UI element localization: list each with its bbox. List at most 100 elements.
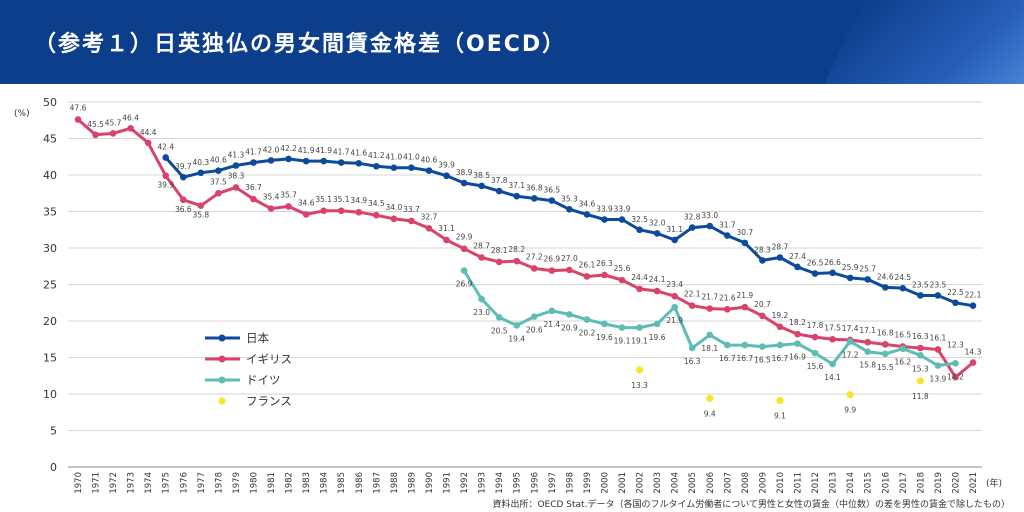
- data-label-0: 33.9: [596, 205, 613, 214]
- data-point-2: [759, 343, 766, 350]
- data-label-2: 18.1: [701, 344, 718, 353]
- y-tick-label: 25: [43, 279, 57, 292]
- data-label-0: 35.3: [561, 194, 578, 203]
- data-point-0: [794, 263, 801, 271]
- data-point-2: [934, 362, 942, 369]
- data-label-1: 35.4: [263, 193, 280, 202]
- data-label-1: 17.8: [807, 321, 824, 330]
- data-label-2: 20.2: [579, 329, 596, 338]
- data-label-0: 36.8: [526, 183, 543, 192]
- y-tick-label: 50: [43, 96, 57, 109]
- x-tick-label: 2008: [741, 472, 751, 494]
- data-label-1: 21.6: [719, 293, 736, 302]
- data-point-3: [635, 366, 644, 374]
- data-point-0: [337, 159, 345, 166]
- data-label-1: 26.1: [579, 260, 596, 269]
- x-tick-label: 2011: [794, 472, 804, 494]
- data-label-1: 32.7: [421, 212, 438, 221]
- x-tick-label: 1978: [214, 472, 224, 494]
- x-tick-label: 1994: [495, 472, 505, 494]
- data-point-1: [706, 305, 714, 312]
- x-tick-label: 1986: [355, 472, 365, 494]
- data-point-1: [759, 312, 766, 320]
- data-point-2: [566, 311, 573, 318]
- data-label-0: 25.7: [859, 264, 876, 273]
- x-tick-label: 2005: [688, 472, 698, 494]
- data-point-1: [74, 116, 82, 123]
- data-label-1: 28.2: [508, 245, 525, 254]
- y-tick-label: 35: [43, 206, 57, 219]
- x-tick-label: 1991: [443, 472, 453, 494]
- x-tick-label: 2007: [723, 472, 733, 494]
- data-point-2: [829, 360, 836, 368]
- data-point-0: [618, 216, 626, 223]
- data-label-2: 16.7: [719, 354, 736, 363]
- data-point-0: [548, 197, 556, 204]
- x-tick-label: 2018: [916, 472, 926, 494]
- legend-swatch-marker: [218, 355, 226, 363]
- x-tick-label: 1980: [249, 472, 259, 494]
- legend-label: ドイツ: [246, 373, 281, 387]
- data-point-2: [583, 316, 591, 323]
- x-tick-label: 2021: [969, 472, 979, 494]
- data-label-3: 9.9: [844, 406, 856, 415]
- data-label-0: 32.5: [631, 215, 648, 224]
- data-label-2: 15.6: [807, 362, 824, 371]
- data-point-1: [881, 341, 889, 348]
- legend-swatch-marker: [218, 397, 226, 405]
- x-tick-label: 1979: [232, 472, 242, 494]
- data-point-1: [127, 124, 134, 132]
- data-label-1: 22.1: [684, 290, 701, 299]
- data-label-1: 19.2: [772, 311, 789, 320]
- data-label-1: 44.4: [140, 128, 157, 137]
- data-label-2: 15.3: [912, 364, 929, 373]
- data-point-2: [618, 324, 626, 331]
- data-label-0: 41.6: [350, 148, 367, 157]
- y-tick-label: 20: [43, 315, 57, 328]
- data-label-0: 41.3: [228, 151, 245, 160]
- data-point-0: [917, 292, 924, 299]
- data-label-0: 39.7: [175, 162, 192, 171]
- data-point-2: [636, 324, 643, 331]
- data-label-1: 16.3: [912, 332, 929, 341]
- data-point-0: [759, 257, 766, 264]
- data-point-1: [355, 208, 363, 216]
- x-unit-label: (年): [986, 477, 1002, 489]
- data-point-1: [583, 273, 591, 280]
- data-point-1: [653, 287, 661, 295]
- data-point-0: [724, 232, 731, 239]
- data-point-2: [653, 320, 661, 328]
- x-tick-label: 1988: [390, 472, 400, 494]
- data-point-0: [934, 292, 942, 299]
- data-label-3: 9.4: [704, 409, 716, 418]
- data-label-0: 31.1: [666, 225, 683, 234]
- data-point-2: [864, 348, 872, 355]
- data-point-2: [706, 331, 714, 339]
- data-point-0: [741, 239, 749, 247]
- data-point-0: [373, 162, 380, 170]
- data-label-1: 24.1: [649, 275, 666, 284]
- x-tick-label: 2000: [600, 472, 610, 494]
- x-tick-label: 1973: [127, 472, 137, 494]
- data-label-1: 33.7: [403, 205, 420, 214]
- x-tick-label: 1970: [74, 472, 84, 494]
- x-tick-label: 1984: [320, 472, 330, 494]
- data-point-0: [846, 274, 854, 282]
- x-tick-label: 1981: [267, 472, 277, 494]
- data-label-0: 39.9: [438, 161, 455, 170]
- x-tick-label: 1977: [197, 472, 207, 494]
- x-tick-label: 1989: [407, 472, 417, 494]
- data-label-1: 46.4: [122, 113, 139, 122]
- x-tick-label: 1974: [144, 472, 154, 494]
- data-point-1: [513, 257, 521, 265]
- data-point-0: [513, 192, 521, 200]
- x-tick-label: 2012: [811, 472, 821, 494]
- data-label-0: 24.6: [877, 272, 894, 281]
- data-point-1: [636, 285, 643, 293]
- x-tick-label: 1997: [548, 472, 558, 494]
- data-label-0: 28.3: [754, 245, 771, 254]
- data-point-1: [969, 359, 977, 366]
- data-label-1: 29.9: [456, 233, 473, 242]
- x-tick-label: 2010: [776, 472, 786, 494]
- data-point-0: [197, 169, 205, 177]
